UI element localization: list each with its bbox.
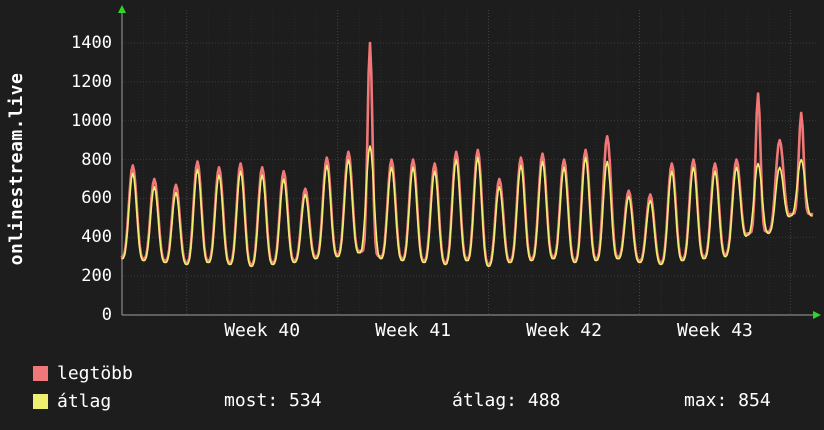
x-tick-label: Week 43 [677, 320, 753, 341]
x-tick-label: Week 40 [224, 320, 301, 341]
x-tick-label: Week 42 [526, 320, 602, 341]
y-tick-label: 1200 [71, 71, 112, 92]
x-axis-arrow-icon [813, 311, 821, 319]
y-tick-label: 600 [81, 188, 112, 209]
y-tick-label: 200 [81, 266, 112, 287]
y-axis-arrow-icon [118, 5, 126, 13]
legtobb-label: legtöbb [57, 363, 133, 384]
stat-most: most: 534 [224, 390, 322, 411]
series-line-atlag [121, 145, 813, 268]
y-tick-label: 0 [101, 305, 112, 325]
x-tick-label: Week 41 [375, 320, 452, 341]
y-tick-label: 400 [81, 227, 112, 248]
stat-atlag: átlag: 488 [452, 390, 561, 411]
stat-max: max: 854 [684, 390, 771, 411]
atlag-label: átlag [57, 391, 112, 412]
atlag-swatch [33, 394, 48, 409]
legtobb-swatch [33, 366, 48, 381]
y-tick-label: 1400 [71, 33, 112, 53]
y-tick-label: 1000 [71, 110, 112, 131]
y-tick-label: 800 [81, 149, 112, 170]
